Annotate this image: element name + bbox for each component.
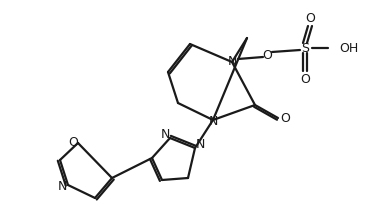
Text: O: O <box>305 11 315 24</box>
Text: OH: OH <box>339 41 358 54</box>
Text: N: N <box>57 179 67 192</box>
Text: O: O <box>262 49 272 62</box>
Text: S: S <box>301 41 309 54</box>
Text: N: N <box>160 127 170 140</box>
Text: O: O <box>68 136 78 149</box>
Text: O: O <box>280 112 290 125</box>
Text: N: N <box>195 138 205 151</box>
Text: N: N <box>208 114 218 127</box>
Text: O: O <box>300 73 310 86</box>
Text: N: N <box>227 54 237 67</box>
